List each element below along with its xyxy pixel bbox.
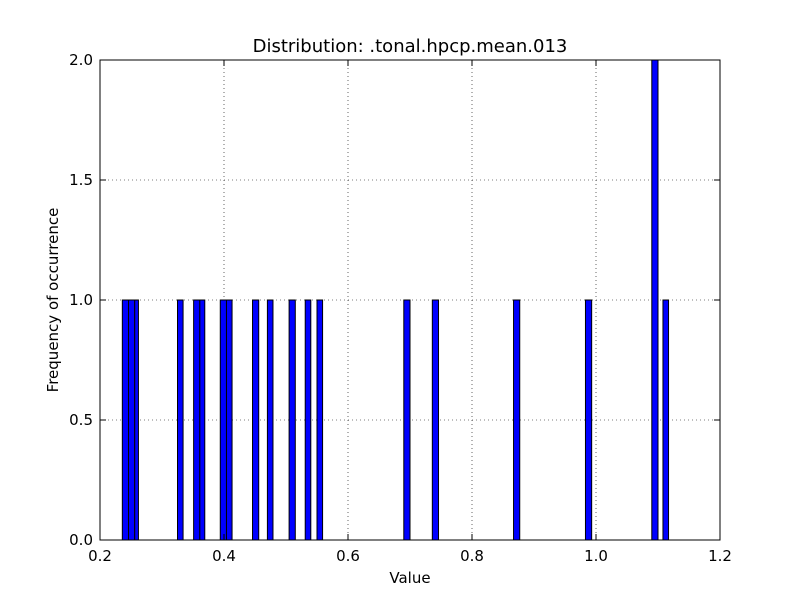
- y-tick-label: 0.5: [69, 411, 93, 429]
- histogram-bar: [199, 299, 206, 541]
- y-axis-label: Frequency of occurrence: [44, 208, 62, 393]
- histogram-bar: [304, 299, 312, 541]
- histogram-bar: [662, 299, 670, 541]
- histogram-bar: [134, 299, 139, 541]
- y-tick-label: 2.0: [69, 51, 93, 69]
- histogram-bar: [431, 299, 440, 541]
- histogram-bar: [316, 299, 324, 541]
- histogram-bar: [128, 299, 136, 541]
- histogram-bar: [266, 299, 274, 541]
- y-tick-label: 1.5: [69, 171, 93, 189]
- histogram-bar: [252, 299, 260, 541]
- histogram-bar: [225, 299, 233, 541]
- chart-title: Distribution: .tonal.hpcp.mean.013: [253, 36, 568, 57]
- y-tick-label: 0.0: [69, 531, 93, 549]
- histogram-bar: [651, 59, 659, 541]
- histogram-bar: [584, 299, 593, 541]
- histogram-bar: [403, 299, 411, 541]
- x-tick-label: 0.8: [460, 547, 484, 565]
- x-tick-label: 0.4: [212, 547, 236, 565]
- histogram-bar: [193, 299, 201, 541]
- histogram-bar: [177, 299, 184, 541]
- y-tick-label: 1.0: [69, 291, 93, 309]
- grid-lines: [100, 60, 720, 540]
- histogram-bar: [219, 299, 227, 541]
- x-tick-label: 0.2: [88, 547, 112, 565]
- axis-ticks: 0.2 0.4 0.6 0.8 1.0 1.2 0.0 0.5 1.0 1.5 2.0: [69, 51, 732, 565]
- histogram-bar: [513, 299, 521, 541]
- histogram-bar: [121, 299, 130, 541]
- x-axis-label: Value: [389, 569, 430, 587]
- x-tick-label: 0.6: [336, 547, 360, 565]
- x-tick-label: 1.0: [584, 547, 608, 565]
- x-tick-label: 1.2: [708, 547, 732, 565]
- histogram-bar: [288, 299, 296, 541]
